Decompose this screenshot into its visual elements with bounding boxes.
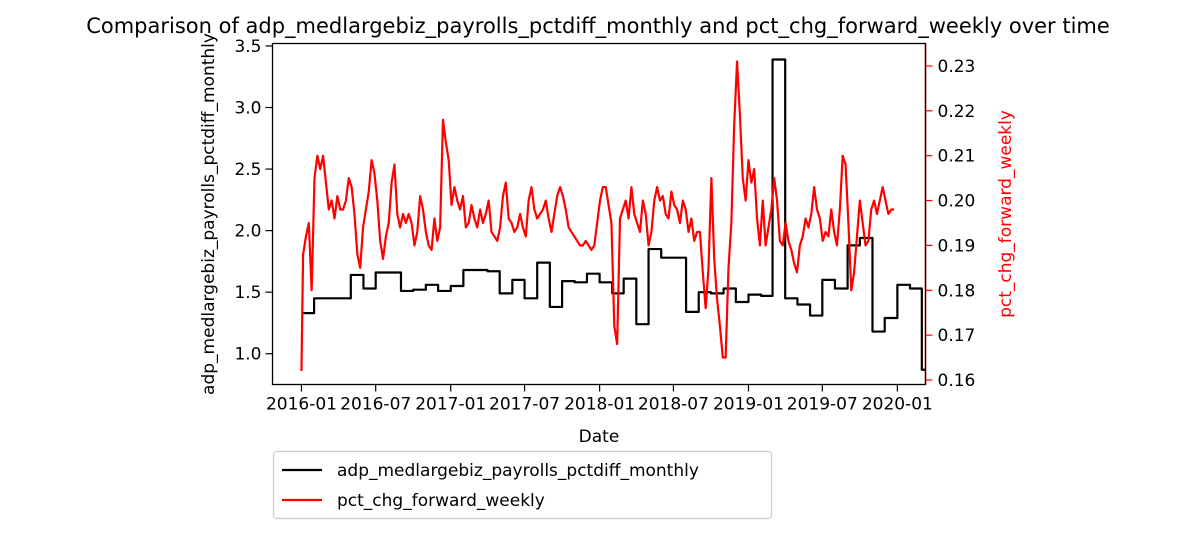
y-right-tick-label: 0.17: [938, 326, 976, 346]
x-axis: 2016-01 2016-07 2017-01 2017-07 2018-01 2018-…: [266, 384, 933, 415]
x-tick-label: 2019-07: [787, 395, 858, 415]
y-left-tick-label: 1.5: [234, 283, 261, 303]
y-right-tick-label: 0.16: [938, 371, 976, 391]
left-axis: 1.0 1.5 2.0 2.5 3.0 3.5: [234, 37, 273, 365]
x-tick-label: 2017-01: [415, 395, 486, 415]
series-line-payrolls: [301, 58, 926, 371]
x-tick-label: 2017-07: [489, 395, 560, 415]
series-line-pct-chg: [300, 60, 895, 372]
legend-label-2: pct_chg_forward_weekly: [337, 491, 545, 511]
x-tick-label: 2020-01: [862, 395, 933, 415]
chart-title: Comparison of adp_medlargebiz_payrolls_p…: [86, 14, 1110, 39]
y-left-tick-label: 2.5: [234, 160, 261, 180]
y-left-tick-label: 2.0: [234, 222, 261, 242]
right-axis-label: pct_chg_forward_weekly: [996, 110, 1016, 318]
left-axis-label: adp_medlargebiz_payrolls_pctdiff_monthly: [199, 33, 219, 395]
y-right-tick-label: 0.23: [938, 57, 976, 77]
y-right-tick-label: 0.20: [938, 192, 976, 212]
y-right-tick-label: 0.18: [938, 281, 976, 301]
legend: adp_medlargebiz_payrolls_pctdiff_monthly…: [272, 450, 773, 520]
right-axis: 0.16 0.17 0.18 0.19 0.20 0.21 0.22 0.23: [924, 43, 976, 391]
x-tick-label: 2016-07: [340, 395, 411, 415]
x-tick-label: 2018-01: [564, 395, 635, 415]
x-tick-label: 2016-01: [266, 395, 337, 415]
x-tick-label: 2019-01: [713, 395, 784, 415]
y-right-tick-label: 0.21: [938, 147, 976, 167]
legend-frame: [272, 450, 773, 520]
y-left-tick-label: 3.5: [234, 37, 261, 57]
y-left-tick-label: 3.0: [234, 99, 261, 119]
axes-frame: [271, 42, 927, 386]
x-axis-label: Date: [579, 427, 620, 447]
y-right-tick-label: 0.22: [938, 102, 976, 122]
y-right-tick-label: 0.19: [938, 236, 976, 256]
legend-label-1: adp_medlargebiz_payrolls_pctdiff_monthly: [337, 461, 699, 481]
y-left-tick-label: 1.0: [234, 345, 261, 365]
plot-area: [300, 58, 926, 372]
x-tick-label: 2018-07: [638, 395, 709, 415]
